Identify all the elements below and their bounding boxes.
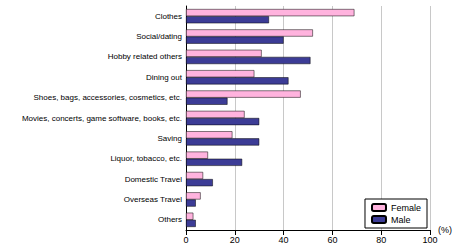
- svg-text:80: 80: [376, 235, 386, 245]
- svg-text:Male: Male: [391, 215, 411, 225]
- svg-text:Social/dating: Social/dating: [136, 32, 182, 41]
- svg-text:100: 100: [422, 235, 437, 245]
- svg-text:Domestic Travel: Domestic Travel: [125, 175, 183, 184]
- svg-text:Shoes, bags, accessories, cosm: Shoes, bags, accessories, cosmetics, etc…: [33, 93, 182, 102]
- svg-text:Hobby related others: Hobby related others: [108, 52, 182, 61]
- svg-text:0: 0: [183, 235, 188, 245]
- svg-text:Dining out: Dining out: [146, 73, 183, 82]
- svg-text:Clothes: Clothes: [155, 12, 182, 21]
- svg-text:40: 40: [279, 235, 289, 245]
- svg-text:Overseas Travel: Overseas Travel: [124, 195, 182, 204]
- svg-text:Movies, concerts, game softwar: Movies, concerts, game software, books, …: [22, 114, 182, 123]
- svg-text:Others: Others: [158, 215, 182, 224]
- svg-text:60: 60: [327, 235, 337, 245]
- svg-text:Female: Female: [391, 203, 421, 213]
- svg-text:Liquor, tobacco, etc.: Liquor, tobacco, etc.: [110, 154, 182, 163]
- svg-text:20: 20: [230, 235, 240, 245]
- svg-text:Saving: Saving: [158, 134, 182, 143]
- svg-text:(%): (%): [438, 225, 452, 235]
